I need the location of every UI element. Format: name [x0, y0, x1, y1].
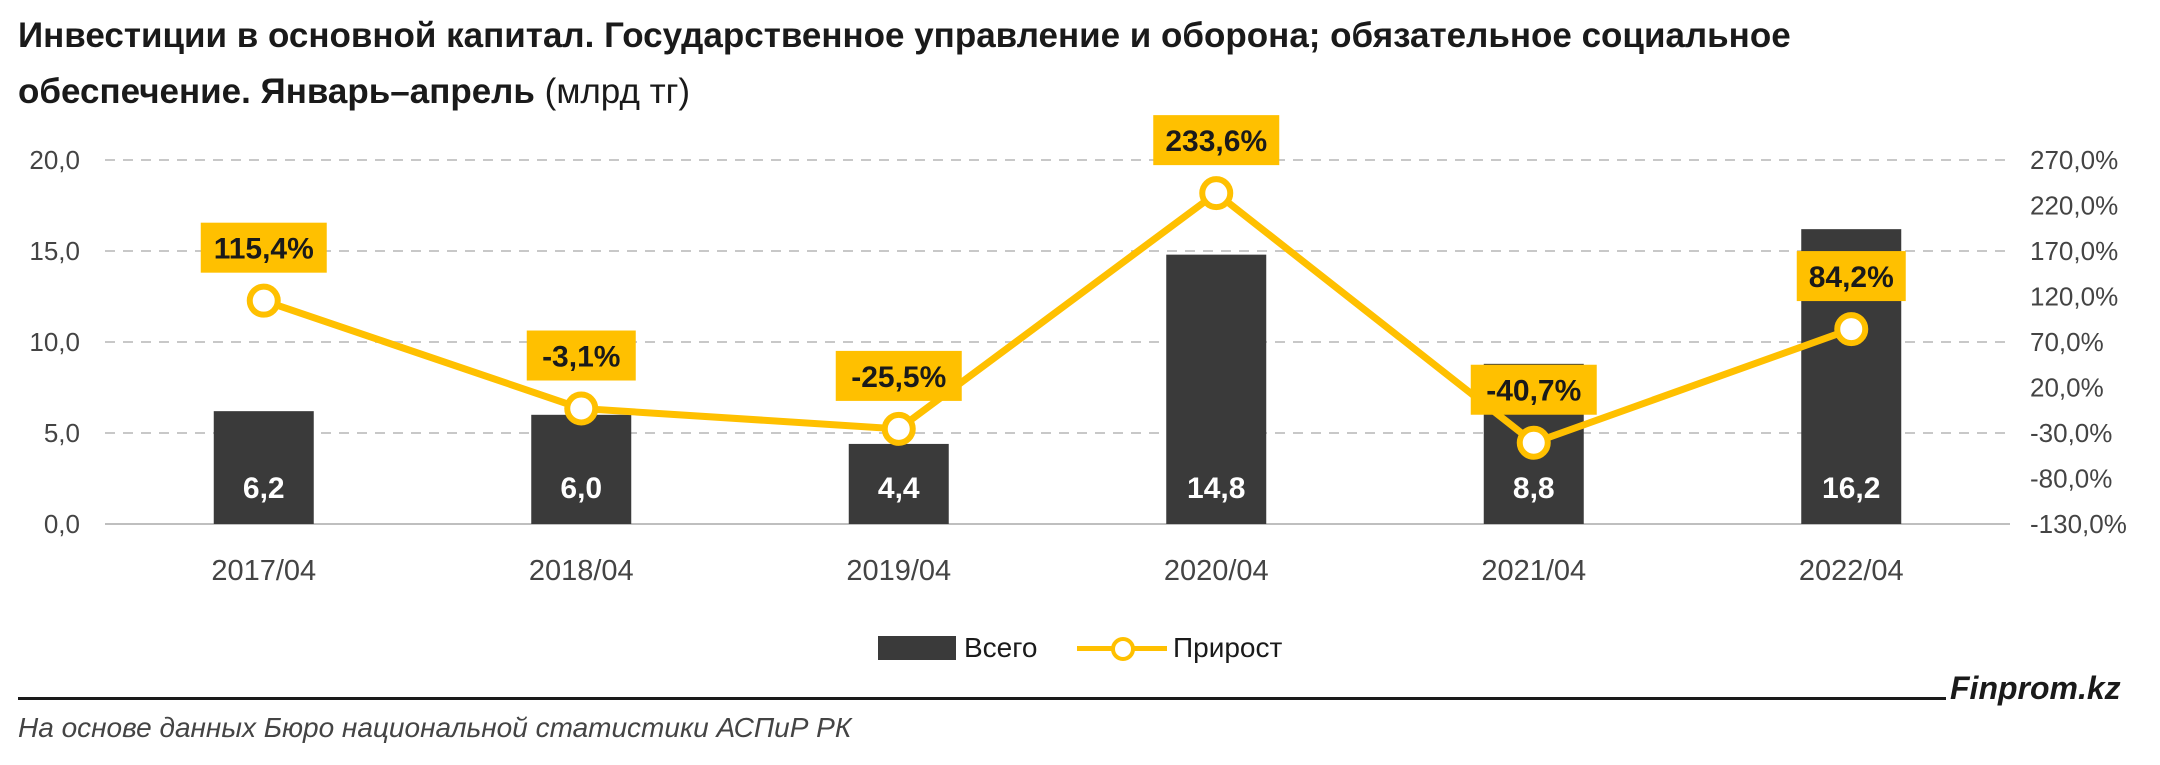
growth-label-box	[835, 350, 962, 401]
growth-data-label: 233,6%	[1165, 125, 1267, 158]
growth-line	[262, 189, 1853, 447]
right-tick-label: -130,0%	[2030, 509, 2127, 539]
right-tick-label: 70,0%	[2030, 327, 2104, 357]
x-tick-label: 2017/04	[211, 555, 316, 587]
brand-logo-text: Finprom.kz	[1950, 670, 2121, 706]
growth-point	[246, 283, 281, 318]
bar-data-labels: 6,2 6,0 4,4 14,8 8,8 16,2	[243, 472, 1881, 505]
legend-label-growth: Прирост	[1173, 632, 1283, 663]
right-tick-label: 170,0%	[2030, 236, 2118, 266]
bar-data-label: 6,2	[243, 472, 285, 505]
combo-chart: 0,0 5,0 10,0 15,0 20,0 -130,0% -80,0% -30,0% 20…	[29, 115, 2127, 587]
line-data-labels: 115,4% -3,1% -25,5% 233,6% -40,7% 84,2%	[200, 115, 1906, 415]
x-tick-label: 2021/04	[1481, 555, 1586, 587]
left-tick-label: 20,0	[29, 145, 80, 175]
growth-label-box	[1796, 251, 1906, 302]
chart-title-unit: (млрд тг)	[544, 72, 691, 111]
growth-label-box	[200, 222, 327, 273]
growth-data-label: 84,2%	[1809, 261, 1894, 294]
growth-point	[1834, 312, 1869, 347]
bar	[848, 443, 949, 524]
bar	[531, 414, 632, 524]
right-tick-label: -30,0%	[2030, 418, 2112, 448]
left-tick-label: 10,0	[29, 327, 80, 357]
right-tick-label: -80,0%	[2030, 464, 2112, 494]
bar-data-label: 4,4	[878, 472, 920, 505]
legend: Всего Прирост	[0, 628, 2160, 668]
growth-point	[564, 391, 599, 426]
growth-label-box	[1153, 115, 1280, 166]
x-tick-label: 2018/04	[529, 555, 634, 587]
bar-data-label: 16,2	[1822, 472, 1880, 505]
right-tick-label: 270,0%	[2030, 145, 2118, 175]
legend-label-total: Всего	[964, 632, 1038, 663]
bar-data-label: 6,0	[560, 472, 602, 505]
x-tick-label: 2020/04	[1164, 555, 1269, 587]
right-axis: -130,0% -80,0% -30,0% 20,0% 70,0% 120,0% 170,0…	[2030, 145, 2127, 539]
x-tick-label: 2019/04	[846, 555, 951, 587]
growth-point	[1199, 176, 1234, 211]
left-tick-label: 15,0	[29, 236, 80, 266]
legend-item-growth: Прирост	[1077, 628, 1282, 668]
right-tick-label: 120,0%	[2030, 282, 2118, 312]
bar	[213, 411, 314, 524]
growth-data-label: 115,4%	[214, 233, 314, 266]
legend-bar-swatch	[878, 636, 956, 660]
source-note: На основе данных Бюро национальной стати…	[18, 712, 852, 743]
bar-data-label: 8,8	[1513, 472, 1555, 505]
right-tick-label: 220,0%	[2030, 191, 2118, 221]
growth-data-label: -25,5%	[851, 361, 946, 394]
bar	[1166, 254, 1267, 524]
growth-label-box	[526, 330, 636, 381]
growth-point	[1516, 425, 1551, 460]
x-axis: 2017/04 2018/04 2019/04 2020/04 2021/04 2022/…	[211, 555, 1903, 587]
bar-series	[213, 229, 1902, 524]
left-tick-label: 0,0	[44, 509, 80, 539]
chart-title: Инвестиции в основной капитал. Государст…	[18, 8, 1918, 120]
chart-title-main: Инвестиции в основной капитал. Государст…	[18, 16, 1791, 111]
left-tick-label: 5,0	[44, 418, 80, 448]
right-tick-label: 20,0%	[2030, 373, 2104, 403]
growth-data-label: -40,7%	[1486, 375, 1581, 408]
legend-line-swatch	[1077, 636, 1167, 661]
growth-point	[881, 411, 916, 446]
footer-divider	[18, 697, 1946, 700]
bar-data-label: 14,8	[1187, 472, 1245, 505]
line-series	[246, 176, 1869, 460]
gridlines	[105, 159, 2010, 525]
legend-item-total: Всего	[878, 628, 1037, 668]
x-tick-label: 2022/04	[1799, 555, 1904, 587]
left-axis: 0,0 5,0 10,0 15,0 20,0	[29, 145, 80, 539]
growth-data-label: -3,1%	[542, 341, 620, 374]
growth-label-box	[1470, 364, 1597, 415]
